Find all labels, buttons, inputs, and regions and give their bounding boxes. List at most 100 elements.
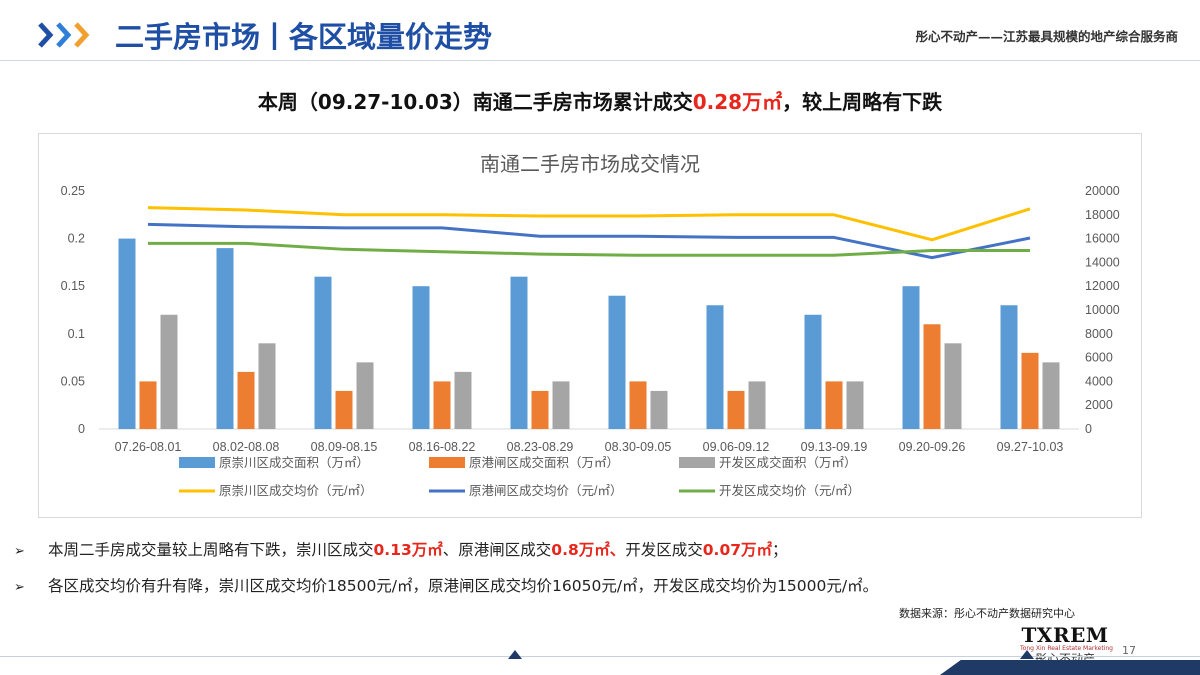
x-axis-tick: 09.06-09.12 bbox=[703, 440, 770, 454]
bar bbox=[608, 295, 626, 429]
legend-label: 原港闸区成交面积（万㎡） bbox=[469, 455, 619, 470]
bar bbox=[902, 286, 920, 429]
bar bbox=[356, 362, 374, 429]
bar bbox=[825, 381, 843, 429]
bar bbox=[629, 381, 647, 429]
bar bbox=[160, 314, 178, 429]
headline: 本周（09.27-10.03）南通二手房市场累计成交0.28万㎡，较上周略有下跌 bbox=[0, 86, 1200, 115]
bullet-text-2: 各区成交均价有升有降，崇川区成交均价18500元/㎡，原港闸区成交均价16050… bbox=[48, 577, 879, 595]
x-axis-tick: 08.23-08.29 bbox=[507, 440, 574, 454]
x-axis-tick: 07.26-08.01 bbox=[115, 440, 182, 454]
bar bbox=[923, 324, 941, 429]
bar bbox=[314, 276, 332, 429]
bar bbox=[118, 238, 136, 429]
legend-label: 开发区成交面积（万㎡） bbox=[719, 455, 857, 470]
arrow-bullet-icon: ➢ bbox=[14, 544, 25, 559]
footer-band bbox=[940, 660, 1200, 675]
arrow-bullet-icon: ➢ bbox=[14, 580, 25, 595]
x-axis-tick: 08.30-09.05 bbox=[605, 440, 672, 454]
bar bbox=[454, 371, 472, 429]
left-axis-tick: 0.15 bbox=[61, 279, 85, 293]
chevron-arrows-icon bbox=[38, 22, 90, 48]
bar bbox=[531, 390, 549, 429]
header-divider bbox=[0, 60, 1200, 61]
bullet-part: 0.8万㎡、 bbox=[551, 541, 626, 559]
right-axis-tick: 20000 bbox=[1085, 184, 1120, 198]
bar bbox=[650, 390, 668, 429]
headline-prefix: 本周（09.27-10.03）南通二手房市场累计成交 bbox=[257, 90, 693, 114]
company-logo: TXREM Tong Xin Real Estate Marketing 彤心不… bbox=[1020, 623, 1113, 666]
header: 二手房市场丨各区域量价走势 彤心不动产——江苏最具规模的地产综合服务商 bbox=[0, 0, 1200, 70]
chart-title: 南通二手房市场成交情况 bbox=[480, 153, 700, 176]
bullet-part: 0.07万㎡ bbox=[702, 541, 773, 559]
footer-triangle-icon bbox=[508, 650, 522, 659]
legend-label: 原崇川区成交面积（万㎡） bbox=[219, 455, 369, 470]
combo-chart: 南通二手房市场成交情况 0 0.05 0.1 0.15 0.2 0.25 0 2000 4000 6… bbox=[61, 153, 1120, 498]
headline-highlight: 0.28万㎡ bbox=[692, 90, 783, 114]
headline-suffix: ，较上周略有下跌 bbox=[782, 90, 943, 114]
bar bbox=[552, 381, 570, 429]
bar bbox=[335, 390, 353, 429]
bar bbox=[944, 343, 962, 429]
right-axis-tick: 10000 bbox=[1085, 303, 1120, 317]
x-axis-tick: 09.27-10.03 bbox=[997, 440, 1064, 454]
x-axis-tick: 08.09-08.15 bbox=[311, 440, 378, 454]
bullet-list: ➢ 本周二手房成交量较上周略有下跌，崇川区成交0.13万㎡、原港闸区成交0.8万㎡… bbox=[14, 532, 1174, 604]
bullet-item: ➢ 本周二手房成交量较上周略有下跌，崇川区成交0.13万㎡、原港闸区成交0.8万㎡… bbox=[14, 532, 1174, 568]
data-source: 数据来源：彤心不动产数据研究中心 bbox=[899, 607, 1075, 620]
legend-swatch bbox=[429, 457, 465, 468]
left-axis-tick: 0.2 bbox=[68, 232, 85, 246]
company-tagline: 彤心不动产——江苏最具规模的地产综合服务商 bbox=[915, 29, 1178, 44]
bar bbox=[258, 343, 276, 429]
bar bbox=[237, 371, 255, 429]
bar bbox=[846, 381, 864, 429]
bullet-item: ➢ 各区成交均价有升有降，崇川区成交均价18500元/㎡，原港闸区成交均价1605… bbox=[14, 568, 1174, 604]
page-number: 17 bbox=[1122, 644, 1136, 657]
x-axis-tick: 09.13-09.19 bbox=[801, 440, 868, 454]
left-axis-tick: 0.25 bbox=[61, 184, 85, 198]
bar bbox=[748, 381, 766, 429]
bar bbox=[706, 305, 724, 429]
bar bbox=[412, 286, 430, 429]
bar bbox=[216, 248, 234, 429]
series-line bbox=[147, 222, 1031, 260]
bar bbox=[433, 381, 451, 429]
footer-divider bbox=[0, 656, 1200, 657]
series-line bbox=[148, 241, 1030, 257]
bar bbox=[1021, 352, 1039, 429]
right-axis-tick: 14000 bbox=[1085, 255, 1120, 269]
right-axis-tick: 18000 bbox=[1085, 208, 1120, 222]
right-axis-tick: 2000 bbox=[1085, 398, 1113, 412]
legend-swatch bbox=[179, 457, 215, 468]
bullet-text-1: 本周二手房成交量较上周略有下跌，崇川区成交0.13万㎡、原港闸区成交0.8万㎡、… bbox=[48, 541, 788, 559]
chart-container: 南通二手房市场成交情况 0 0.05 0.1 0.15 0.2 0.25 0 2000 4000 6… bbox=[38, 133, 1142, 518]
bullet-part: 、原港闸区成交 bbox=[442, 541, 552, 559]
logo-subtitle: Tong Xin Real Estate Marketing bbox=[1020, 645, 1113, 652]
bullet-part: 0.13万㎡ bbox=[373, 541, 443, 559]
legend-swatch bbox=[679, 457, 715, 468]
bar bbox=[804, 314, 822, 429]
legend-label: 开发区成交均价（元/㎡） bbox=[719, 483, 860, 498]
bar bbox=[1000, 305, 1018, 429]
bullet-part: 开发区成交 bbox=[625, 541, 703, 559]
x-axis-tick: 09.20-09.26 bbox=[899, 440, 966, 454]
left-axis-tick: 0.1 bbox=[68, 327, 85, 341]
bar bbox=[727, 390, 745, 429]
right-axis-tick: 4000 bbox=[1085, 374, 1113, 388]
x-axis-tick: 08.16-08.22 bbox=[409, 440, 476, 454]
right-axis-tick: 16000 bbox=[1085, 232, 1120, 246]
footer-triangle-icon bbox=[1020, 650, 1034, 659]
right-axis-tick: 12000 bbox=[1085, 279, 1120, 293]
bullet-part: ； bbox=[772, 541, 788, 559]
right-axis-tick: 8000 bbox=[1085, 327, 1113, 341]
left-axis-tick: 0.05 bbox=[61, 374, 85, 388]
bar bbox=[139, 381, 157, 429]
right-axis-tick: 6000 bbox=[1085, 351, 1113, 365]
x-axis-tick: 08.02-08.08 bbox=[213, 440, 280, 454]
logo-wordmark: TXREM bbox=[1021, 623, 1109, 647]
bullet-part: 本周二手房成交量较上周略有下跌，崇川区成交 bbox=[48, 541, 374, 559]
right-axis-tick: 0 bbox=[1085, 422, 1092, 436]
page-title: 二手房市场丨各区域量价走势 bbox=[115, 20, 493, 54]
legend-label: 原港闸区成交均价（元/㎡） bbox=[469, 483, 622, 498]
left-axis-tick: 0 bbox=[78, 422, 85, 436]
